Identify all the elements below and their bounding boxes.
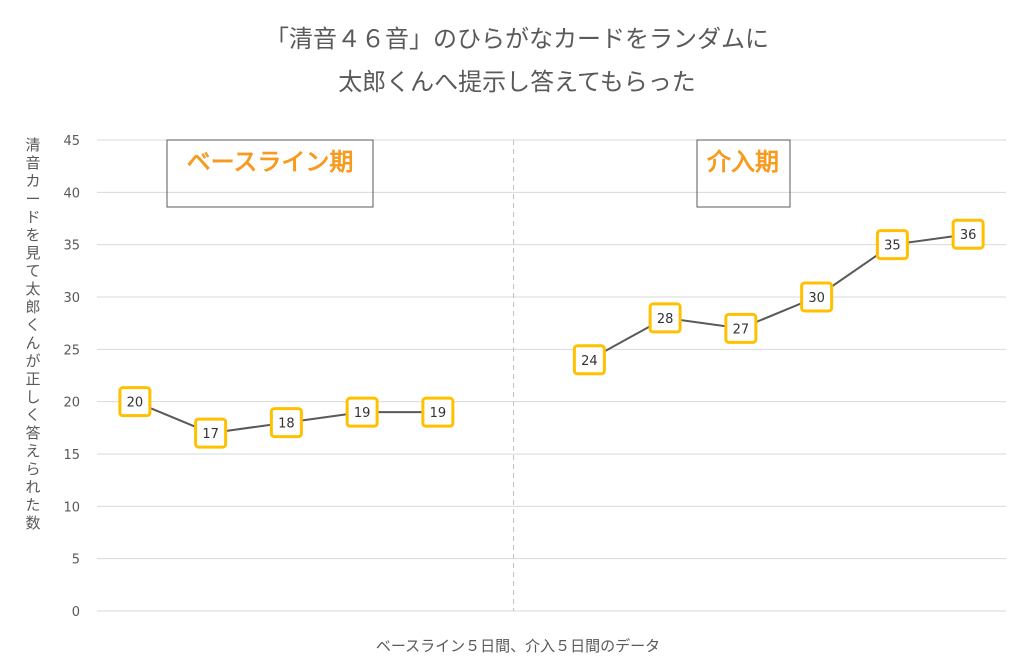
data-point-marker — [421, 396, 455, 428]
y-tick-label: 5 — [72, 553, 80, 568]
y-tick-label: 10 — [63, 500, 80, 515]
data-point-marker — [875, 229, 909, 261]
data-label: 30 — [808, 291, 825, 306]
data-point-marker — [572, 344, 606, 376]
data-point-marker — [194, 417, 228, 449]
baseline-phase-label: ベースライン期 — [187, 148, 354, 176]
data-series: 20 17 18 19 19 24 28 27 30 35 36 — [118, 218, 985, 449]
baseline-phase-box — [166, 139, 374, 208]
data-label: 18 — [278, 417, 295, 432]
data-label: 17 — [202, 427, 219, 442]
y-tick-label: 0 — [72, 605, 80, 620]
data-label: 19 — [430, 406, 447, 421]
y-tick-labels: 0 5 10 15 20 25 30 35 40 45 — [63, 134, 80, 620]
data-point-marker — [648, 302, 682, 334]
data-label: 28 — [657, 312, 674, 327]
y-tick-label: 35 — [63, 239, 80, 254]
y-axis-label: 清音カードを見て太郎くんが正しく答えられた数 — [25, 136, 40, 532]
data-point-marker — [118, 386, 152, 418]
data-point-marker — [724, 312, 758, 344]
data-point-marker — [345, 396, 379, 428]
data-point-marker — [951, 218, 985, 250]
y-tick-label: 30 — [63, 291, 80, 306]
y-tick-label: 25 — [63, 343, 80, 358]
data-point-marker — [800, 281, 834, 313]
data-label: 36 — [960, 228, 977, 243]
y-tick-label: 40 — [63, 186, 80, 201]
data-label: 19 — [354, 406, 371, 421]
x-axis-label: ベースライン５日間、介入５日間のデータ — [376, 637, 660, 655]
data-label: 20 — [127, 396, 144, 411]
y-tick-label: 15 — [63, 448, 80, 463]
chart-title-line1: 「清音４６音」のひらがなカードをランダムに — [265, 25, 769, 53]
data-label: 24 — [581, 354, 598, 369]
y-tick-label: 45 — [63, 134, 80, 149]
chart-title-line2: 太郎くんへ提示し答えてもらった — [338, 68, 696, 96]
data-label: 27 — [733, 322, 750, 337]
y-tick-label: 20 — [63, 396, 80, 411]
gridlines — [97, 139, 1006, 612]
data-point-marker — [269, 407, 303, 439]
intervention-phase-label: 介入期 — [706, 148, 779, 176]
data-label: 35 — [884, 239, 901, 254]
intervention-phase-box — [696, 139, 791, 208]
